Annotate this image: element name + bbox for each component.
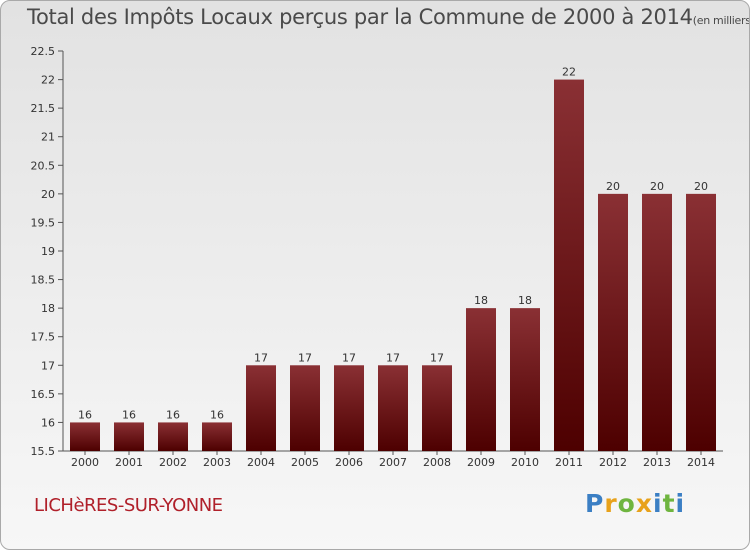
bar [466, 308, 496, 451]
y-tick-label: 19 [41, 245, 55, 258]
logo-letter: i [675, 489, 686, 518]
bar-value-label: 18 [474, 294, 488, 307]
y-tick-label: 22.5 [31, 45, 56, 58]
bar [114, 422, 144, 451]
y-tick-label: 16 [41, 416, 55, 429]
bar [422, 365, 452, 451]
bar [202, 422, 232, 451]
logo-letter: r [604, 489, 618, 518]
x-tick-label: 2011 [555, 456, 583, 469]
logo-letter: P [585, 489, 605, 518]
bar-value-label: 17 [342, 351, 356, 364]
y-tick-label: 16.5 [31, 388, 56, 401]
x-tick-label: 2006 [335, 456, 363, 469]
commune-name: LICHèRES-SUR-YONNE [34, 495, 223, 516]
bar [686, 193, 716, 451]
bar-value-label: 17 [386, 351, 400, 364]
y-tick-label: 21.5 [31, 102, 56, 115]
logo-letter: i [653, 489, 663, 518]
y-tick-label: 15.5 [31, 445, 56, 458]
x-tick-label: 2001 [115, 456, 143, 469]
bar-value-label: 20 [694, 180, 708, 193]
y-tick-label: 18.5 [31, 274, 56, 287]
x-tick-label: 2010 [511, 456, 539, 469]
logo-letter: o [617, 489, 636, 518]
y-tick-label: 22 [41, 74, 55, 87]
bar [510, 308, 540, 451]
x-tick-label: 2004 [247, 456, 275, 469]
bar-value-label: 16 [166, 408, 180, 421]
chart-title-text: Total des Impôts Locaux perçus par la Co… [27, 5, 693, 29]
bar [554, 79, 584, 452]
bar-value-label: 16 [78, 408, 92, 421]
bar-value-label: 20 [650, 180, 664, 193]
y-tick-label: 18 [41, 302, 55, 315]
chart-title-unit: (en milliers d'€) [692, 14, 750, 27]
bar [334, 365, 364, 451]
x-tick-label: 2005 [291, 456, 319, 469]
y-tick-label: 21 [41, 131, 55, 144]
bar [378, 365, 408, 451]
x-tick-label: 2013 [643, 456, 671, 469]
y-tick-label: 20 [41, 188, 55, 201]
bar [642, 193, 672, 451]
bar-value-label: 16 [122, 408, 136, 421]
y-tick-label: 17 [41, 359, 55, 372]
bar-value-label: 17 [430, 351, 444, 364]
y-tick-label: 17.5 [31, 331, 56, 344]
x-tick-label: 2009 [467, 456, 495, 469]
bar-value-label: 16 [210, 408, 224, 421]
logo-letter: t [662, 489, 676, 518]
y-tick-label: 19.5 [31, 216, 56, 229]
bar-value-label: 22 [562, 66, 576, 79]
y-tick-label: 20.5 [31, 159, 56, 172]
logo-letter: x [635, 489, 653, 518]
bar-value-label: 17 [298, 351, 312, 364]
bar-value-label: 17 [254, 351, 268, 364]
bar [290, 365, 320, 451]
x-tick-label: 2000 [71, 456, 99, 469]
x-tick-label: 2012 [599, 456, 627, 469]
x-tick-label: 2002 [159, 456, 187, 469]
x-tick-label: 2008 [423, 456, 451, 469]
x-tick-label: 2003 [203, 456, 231, 469]
x-tick-label: 2007 [379, 456, 407, 469]
bar [158, 422, 188, 451]
x-tick-label: 2014 [687, 456, 715, 469]
bar [246, 365, 276, 451]
bar-value-label: 18 [518, 294, 532, 307]
chart-title: Total des Impôts Locaux perçus par la Co… [27, 5, 750, 29]
bar [70, 422, 100, 451]
bar-value-label: 20 [606, 180, 620, 193]
bar [598, 193, 628, 451]
proxiti-logo: Proxiti [585, 489, 685, 518]
